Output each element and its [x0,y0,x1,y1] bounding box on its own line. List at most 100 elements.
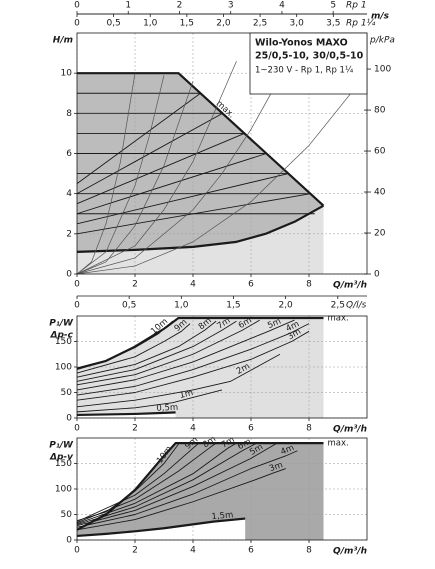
y-tick-label: 50 [61,388,73,398]
x-tick-label: 8 [306,424,312,434]
x2-axis-unit: Rp 1¼ [346,19,376,29]
curve-label: max. [328,314,349,324]
curve [76,92,201,184]
x2-tick-label: 3 [228,1,234,11]
x2-tick-label: 0,5 [106,19,120,29]
x2-axis-title: m/s [371,12,390,22]
curve [76,153,267,215]
curve [76,323,310,396]
y-axis-title: Δp-v [49,453,74,463]
y2-tick-label: 20 [374,229,386,239]
curve [76,442,200,523]
curve [76,330,310,401]
y-tick-label: 2 [66,229,72,239]
chart-title: 25/0,5-10, 30/0,5-10 [255,51,364,62]
x-tick-label: 0 [74,280,80,290]
y-axis-title: P₁/W [49,441,74,451]
curve-label: 3m [268,460,284,474]
y-tick-label: 50 [61,510,73,520]
x2-tick-label: 0,5 [122,301,136,311]
curve-label: 5m [266,317,283,332]
curve [76,442,237,525]
curve [76,443,179,522]
chart-title: Wilo-Yonos MAXO [255,38,348,49]
area [77,443,324,540]
curve [76,319,260,386]
x2-tick-label: 1,5 [226,301,240,311]
curve [76,320,217,378]
curve [76,72,368,275]
curve [77,72,325,207]
curve [76,204,325,254]
y-tick-label: 150 [55,337,72,347]
x2-tick-label: 2 [177,1,183,11]
y2-tick-label: 80 [374,106,386,116]
y-tick-label: 100 [55,363,72,373]
x2-tick-label: 4 [279,1,285,11]
y-tick-label: 10 [61,69,73,79]
x-tick-label: 8 [306,546,312,556]
y-tick-label: 0 [66,414,72,424]
x-tick-label: 2 [132,280,138,290]
y-tick-label: 8 [66,109,72,119]
curve [76,468,286,531]
y-axis-title: Δp-c [50,331,74,341]
x2-tick-label: 5 [330,1,336,11]
x-tick-label: 0 [74,424,80,434]
x2-tick-label: 0 [74,1,80,11]
curve [76,75,165,275]
curve [76,517,246,538]
x-axis-title: Q/m³/h [333,425,367,435]
curve [76,81,194,275]
curve [76,323,191,374]
y-axis-title: P₁/W [49,319,74,329]
curve [76,319,295,391]
x2-tick-label: 1 [125,1,131,11]
x2-tick-label: 1,0 [174,301,189,311]
curve [76,173,289,225]
y2-axis-title: p/kPa [369,36,395,46]
y-tick-label: 0 [66,536,72,546]
x-tick-label: 4 [190,546,196,556]
curve [76,450,298,528]
x2-tick-label: 3,0 [290,19,305,29]
curve [76,133,245,205]
curve-label: max. [328,439,349,449]
curve [76,320,173,370]
area [77,205,324,274]
curve [76,389,223,413]
x-axis-title: Q/m³/h [333,281,367,291]
y2-tick-label: 100 [374,65,391,75]
chart-subtitle: 1~230 V - Rp 1, Rp 1¼ [255,66,353,76]
x2-tick-label: 2,0 [216,19,231,29]
curve-label: 0,5m [156,403,178,414]
x-tick-label: 6 [248,280,254,290]
title-box [249,32,368,95]
x-tick-label: 4 [190,424,196,434]
y-tick-label: 0 [66,270,72,280]
x-tick-label: 4 [190,280,196,290]
curve [76,320,237,382]
x-tick-label: 6 [248,424,254,434]
x-tick-label: 0 [74,546,80,556]
x2-tick-label: 2,5 [331,301,345,311]
curve [76,411,176,417]
y-tick-label: 6 [66,149,72,159]
curve [76,442,258,526]
y2-tick-label: 40 [374,188,386,198]
x-tick-label: 2 [132,546,138,556]
y-axis-title: H/m [53,36,73,46]
curve-label: 1,5m [211,510,234,522]
x-tick-label: 8 [306,280,312,290]
y-tick-label: 4 [66,189,72,199]
curve [76,77,281,275]
x2-tick-label: 0 [74,19,80,29]
x2-tick-label: 3,5 [326,19,340,29]
y-tick-label: 100 [55,485,72,495]
curve [76,73,136,275]
x-tick-label: 2 [132,424,138,434]
x-tick-label: 6 [248,546,254,556]
x2-axis-unit: Q/l/s [346,301,367,311]
curve [76,442,278,527]
